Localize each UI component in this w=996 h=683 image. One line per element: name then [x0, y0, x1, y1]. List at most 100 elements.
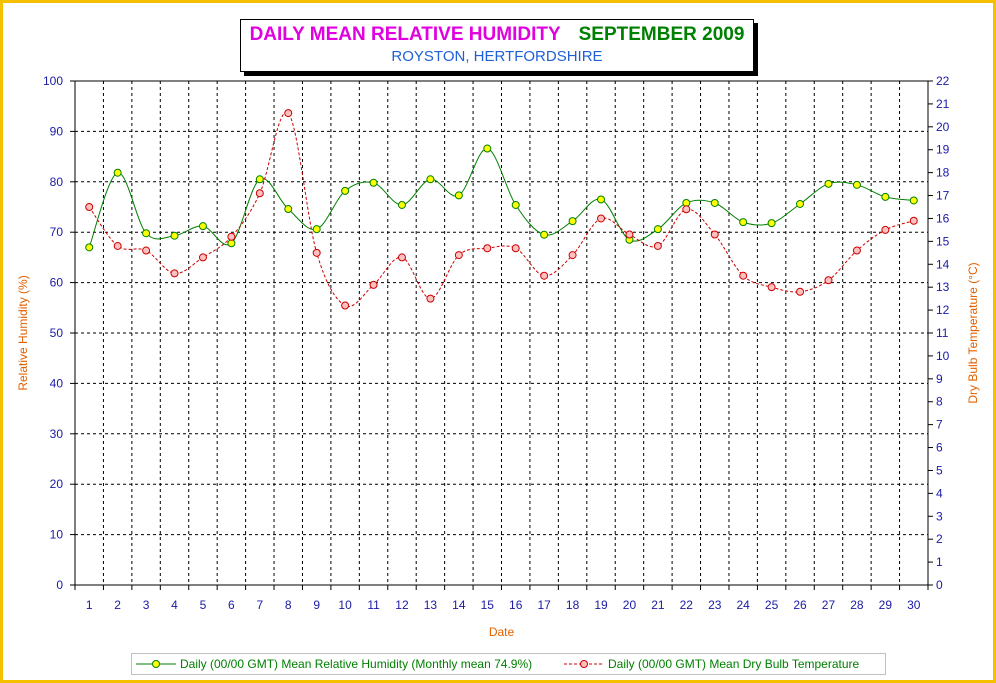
data-point-humidity [369, 178, 378, 187]
data-point-temperature [625, 230, 634, 239]
x-tick-label: 11 [367, 598, 380, 612]
right-tick-label: 16 [936, 211, 950, 225]
x-tick-label: 27 [822, 598, 836, 612]
data-point-humidity [284, 205, 293, 214]
data-point-humidity [170, 231, 179, 240]
x-tick-label: 12 [395, 598, 409, 612]
right-tick-label: 22 [936, 74, 950, 88]
data-point-temperature [511, 244, 520, 253]
data-point-temperature [454, 251, 463, 260]
right-tick-label: 14 [936, 257, 950, 271]
chart-title: DAILY MEAN RELATIVE HUMIDITY [249, 24, 561, 45]
data-point-temperature [796, 287, 805, 296]
x-tick-label: 21 [651, 598, 665, 612]
right-tick-label: 4 [936, 486, 943, 500]
x-tick-label: 14 [452, 598, 466, 612]
legend-item-humidity: Daily (00/00 GMT) Mean Relative Humidity… [136, 657, 532, 671]
data-point-humidity [824, 179, 833, 188]
data-point-humidity [653, 225, 662, 234]
data-point-temperature [170, 269, 179, 278]
right-tick-label: 18 [936, 166, 950, 180]
data-point-humidity [852, 180, 861, 189]
x-tick-label: 20 [623, 598, 637, 612]
data-point-humidity [255, 175, 264, 184]
right-tick-label: 8 [936, 395, 943, 409]
data-point-temperature [568, 251, 577, 260]
x-tick-label: 13 [424, 598, 438, 612]
x-tick-label: 25 [765, 598, 779, 612]
data-point-temperature [369, 280, 378, 289]
data-point-humidity [454, 191, 463, 200]
data-point-humidity [597, 195, 606, 204]
data-point-temperature [284, 109, 293, 118]
right-tick-label: 6 [936, 441, 943, 455]
data-point-temperature [85, 203, 94, 211]
right-tick-label: 13 [936, 280, 950, 294]
data-point-temperature [739, 271, 748, 280]
x-tick-label: 8 [285, 598, 292, 612]
left-tick-label: 40 [50, 376, 64, 390]
data-point-temperature [597, 214, 606, 223]
data-point-temperature [142, 246, 151, 255]
left-tick-label: 50 [50, 326, 64, 340]
data-point-temperature [767, 283, 776, 292]
data-point-temperature [397, 253, 406, 262]
x-tick-label: 19 [594, 598, 608, 612]
data-point-humidity [312, 225, 321, 234]
data-point-humidity [739, 218, 748, 227]
right-tick-label: 1 [936, 555, 943, 569]
data-point-humidity [113, 168, 122, 177]
data-point-temperature [710, 230, 719, 239]
x-tick-label: 4 [171, 598, 178, 612]
right-tick-label: 19 [936, 143, 950, 157]
right-axis-label: Dry Bulb Temperature (°C) [966, 262, 980, 403]
left-tick-label: 20 [50, 477, 64, 491]
title-box: DAILY MEAN RELATIVE HUMIDITY SEPTEMBER 20… [240, 19, 754, 72]
right-tick-label: 5 [936, 463, 943, 477]
right-tick-label: 15 [936, 234, 950, 248]
legend-swatch-temperature [564, 660, 604, 668]
x-tick-label: 29 [879, 598, 893, 612]
right-tick-label: 7 [936, 418, 943, 432]
legend-label-temperature: Daily (00/00 GMT) Mean Dry Bulb Temperat… [608, 657, 860, 671]
data-point-humidity [198, 222, 207, 231]
left-tick-label: 10 [50, 528, 64, 542]
x-tick-label: 1 [86, 598, 93, 612]
x-tick-label: 24 [737, 598, 751, 612]
left-tick-label: 90 [50, 124, 64, 138]
x-tick-label: 9 [313, 598, 320, 612]
x-tick-label: 23 [708, 598, 722, 612]
left-tick-label: 0 [56, 578, 63, 592]
left-tick-label: 100 [43, 74, 63, 88]
data-point-temperature [852, 246, 861, 255]
chart-subtitle: ROYSTON, HERTFORDSHIRE [391, 48, 603, 65]
left-tick-label: 30 [50, 427, 64, 441]
data-point-temperature [881, 225, 890, 234]
right-tick-label: 20 [936, 120, 950, 134]
data-point-humidity [511, 200, 520, 209]
data-point-humidity [227, 239, 236, 248]
right-tick-label: 12 [936, 303, 950, 317]
data-point-temperature [653, 241, 662, 250]
data-point-temperature [227, 232, 236, 241]
x-tick-label: 15 [481, 598, 495, 612]
data-point-humidity [909, 196, 918, 205]
data-point-temperature [483, 244, 492, 253]
data-point-temperature [312, 248, 321, 257]
data-point-temperature [682, 205, 691, 214]
data-point-humidity [568, 217, 577, 226]
data-point-humidity [881, 192, 890, 201]
right-tick-label: 9 [936, 372, 943, 386]
x-tick-label: 28 [850, 598, 864, 612]
legend-label-humidity: Daily (00/00 GMT) Mean Relative Humidity… [180, 657, 533, 671]
data-point-humidity [397, 200, 406, 209]
data-point-humidity [142, 229, 151, 238]
chart-title-date: SEPTEMBER 2009 [578, 24, 745, 45]
x-tick-label: 6 [228, 598, 235, 612]
data-point-humidity [426, 175, 435, 184]
x-tick-label: 2 [114, 598, 121, 612]
data-point-temperature [255, 189, 264, 198]
data-point-humidity [540, 230, 549, 239]
